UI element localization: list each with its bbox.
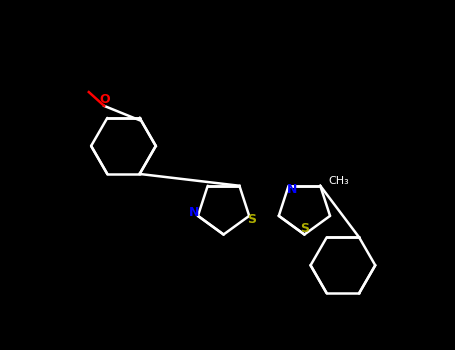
Text: S: S	[300, 222, 309, 235]
Text: CH₃: CH₃	[329, 176, 349, 186]
Text: S: S	[247, 213, 256, 226]
Text: N: N	[189, 205, 199, 218]
Text: N: N	[287, 183, 298, 196]
Text: O: O	[99, 93, 110, 106]
